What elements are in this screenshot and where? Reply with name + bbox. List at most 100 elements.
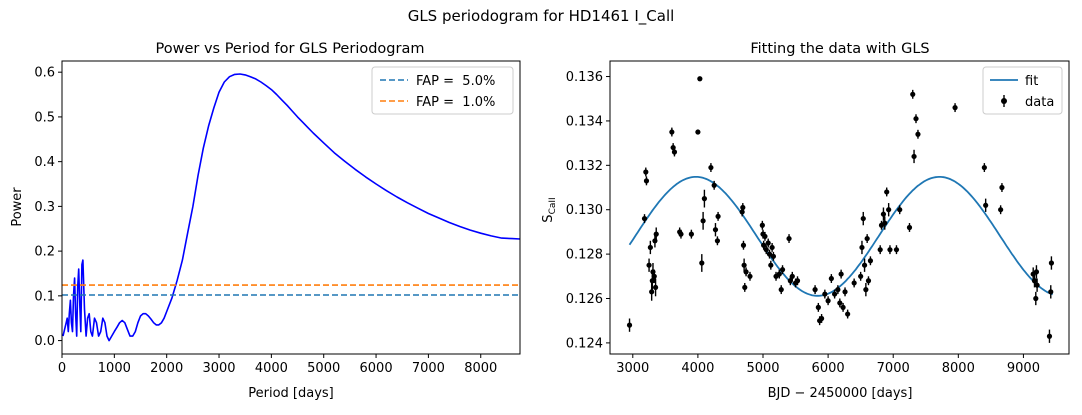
data-point-marker [893, 247, 900, 253]
data-point [695, 129, 701, 135]
periodogram-title: Power vs Period for GLS Periodogram [156, 41, 425, 57]
data-point-marker [906, 224, 913, 231]
periodogram-y-tick-label: 0.2 [34, 245, 55, 260]
periodogram-x-tick-label: 1000 [98, 361, 131, 376]
periodogram-panel: Power vs Period for GLS Periodogram 0 100… [10, 41, 521, 401]
data-point [714, 236, 721, 246]
periodogram-x-label: Period [days] [248, 386, 334, 401]
data-point-marker [763, 247, 769, 253]
data-point-marker [794, 278, 801, 284]
data-point [770, 251, 777, 261]
data-point [835, 285, 841, 295]
data-point [700, 211, 706, 230]
data-point-marker [701, 196, 708, 202]
data-point [840, 302, 846, 312]
fit-axes-frame [609, 60, 1070, 355]
data-point-marker [818, 315, 825, 322]
fit-x-tick-label: 9000 [1007, 361, 1040, 376]
data-point [747, 271, 753, 281]
periodogram-x-tick-label: 3000 [202, 361, 235, 376]
data-point-marker [886, 207, 892, 213]
data-point-marker [699, 260, 705, 266]
data-point-marker [913, 116, 919, 122]
fit-y-tick-label: 0.132 [566, 159, 603, 174]
periodogram-y-tick-label: 0.1 [34, 289, 55, 304]
periodogram-x-tick-label: 8000 [464, 361, 497, 376]
data-point-marker [828, 275, 834, 282]
data-point-marker [678, 231, 684, 237]
data-point-marker [646, 262, 652, 268]
data-point [651, 269, 657, 283]
data-point-marker [786, 235, 792, 242]
data-point [1031, 274, 1038, 288]
data-point-marker [669, 129, 675, 135]
data-point [906, 223, 913, 232]
fit-y-label-main: S [541, 214, 556, 222]
data-point-marker [1048, 289, 1054, 295]
data-point [880, 207, 887, 221]
legend-data-label: data [1025, 95, 1054, 110]
data-point [915, 129, 921, 139]
periodogram-legend: FAP = 5.0% FAP = 1.0% [371, 66, 514, 115]
data-point-marker [837, 300, 843, 306]
periodogram-y-tick-label: 0.6 [34, 66, 55, 81]
data-point [1048, 285, 1054, 299]
data-point-marker [652, 284, 659, 291]
data-point [983, 198, 989, 212]
data-point-marker [643, 178, 650, 184]
data-point-marker [842, 289, 848, 295]
data-point-marker [867, 258, 874, 264]
fit-x-label: BJD − 2450000 [days] [768, 386, 913, 401]
data-point [765, 238, 771, 248]
data-point [1033, 265, 1040, 279]
data-point-marker [858, 273, 864, 279]
data-point-marker [714, 238, 721, 244]
data-point [858, 271, 864, 281]
data-point [877, 245, 883, 255]
data-point-marker [647, 244, 653, 251]
data-point [886, 203, 892, 217]
data-point [742, 282, 748, 292]
data-point-marker [1031, 278, 1038, 284]
data-point-marker [887, 247, 893, 253]
data-point [743, 267, 749, 277]
data-point [740, 240, 747, 250]
fit-y-tick-label: 0.130 [566, 203, 603, 218]
data-point [766, 249, 773, 259]
data-point-marker [832, 291, 838, 297]
data-point-marker [877, 247, 883, 253]
fit-y-label: SCaII [541, 197, 558, 222]
data-point-marker [815, 304, 821, 310]
data-point [913, 114, 919, 124]
data-point [818, 314, 825, 323]
data-point [759, 220, 765, 230]
data-point-marker [743, 269, 749, 275]
data-point [688, 229, 694, 239]
periodogram-axes-frame [61, 60, 521, 355]
fit-y-tick-label: 0.128 [566, 248, 603, 263]
legend-fit-label: fit [1025, 74, 1038, 89]
data-point [861, 258, 868, 272]
data-point-marker [715, 213, 721, 219]
legend-fap1-label: FAP = 1.0% [416, 95, 495, 110]
periodogram-x-tick-label: 2000 [150, 361, 183, 376]
periodogram-legend-box [371, 66, 514, 115]
data-point-marker [812, 287, 818, 293]
data-point-marker [778, 287, 784, 293]
fit-y-label-sub: CaII [548, 197, 558, 214]
data-point-marker [759, 222, 765, 228]
data-point-marker [776, 271, 782, 277]
data-point-marker [747, 273, 753, 279]
data-point-marker [882, 220, 888, 226]
data-point [822, 289, 828, 299]
data-point-marker [762, 233, 768, 239]
data-point [981, 163, 987, 172]
data-point [887, 245, 893, 255]
data-point [762, 231, 768, 241]
fit-plot-area [626, 76, 1055, 343]
data-point-marker [742, 284, 748, 291]
data-point-marker [761, 242, 767, 248]
periodogram-x-tick-label: 7000 [412, 361, 445, 376]
data-point-marker [851, 280, 857, 286]
